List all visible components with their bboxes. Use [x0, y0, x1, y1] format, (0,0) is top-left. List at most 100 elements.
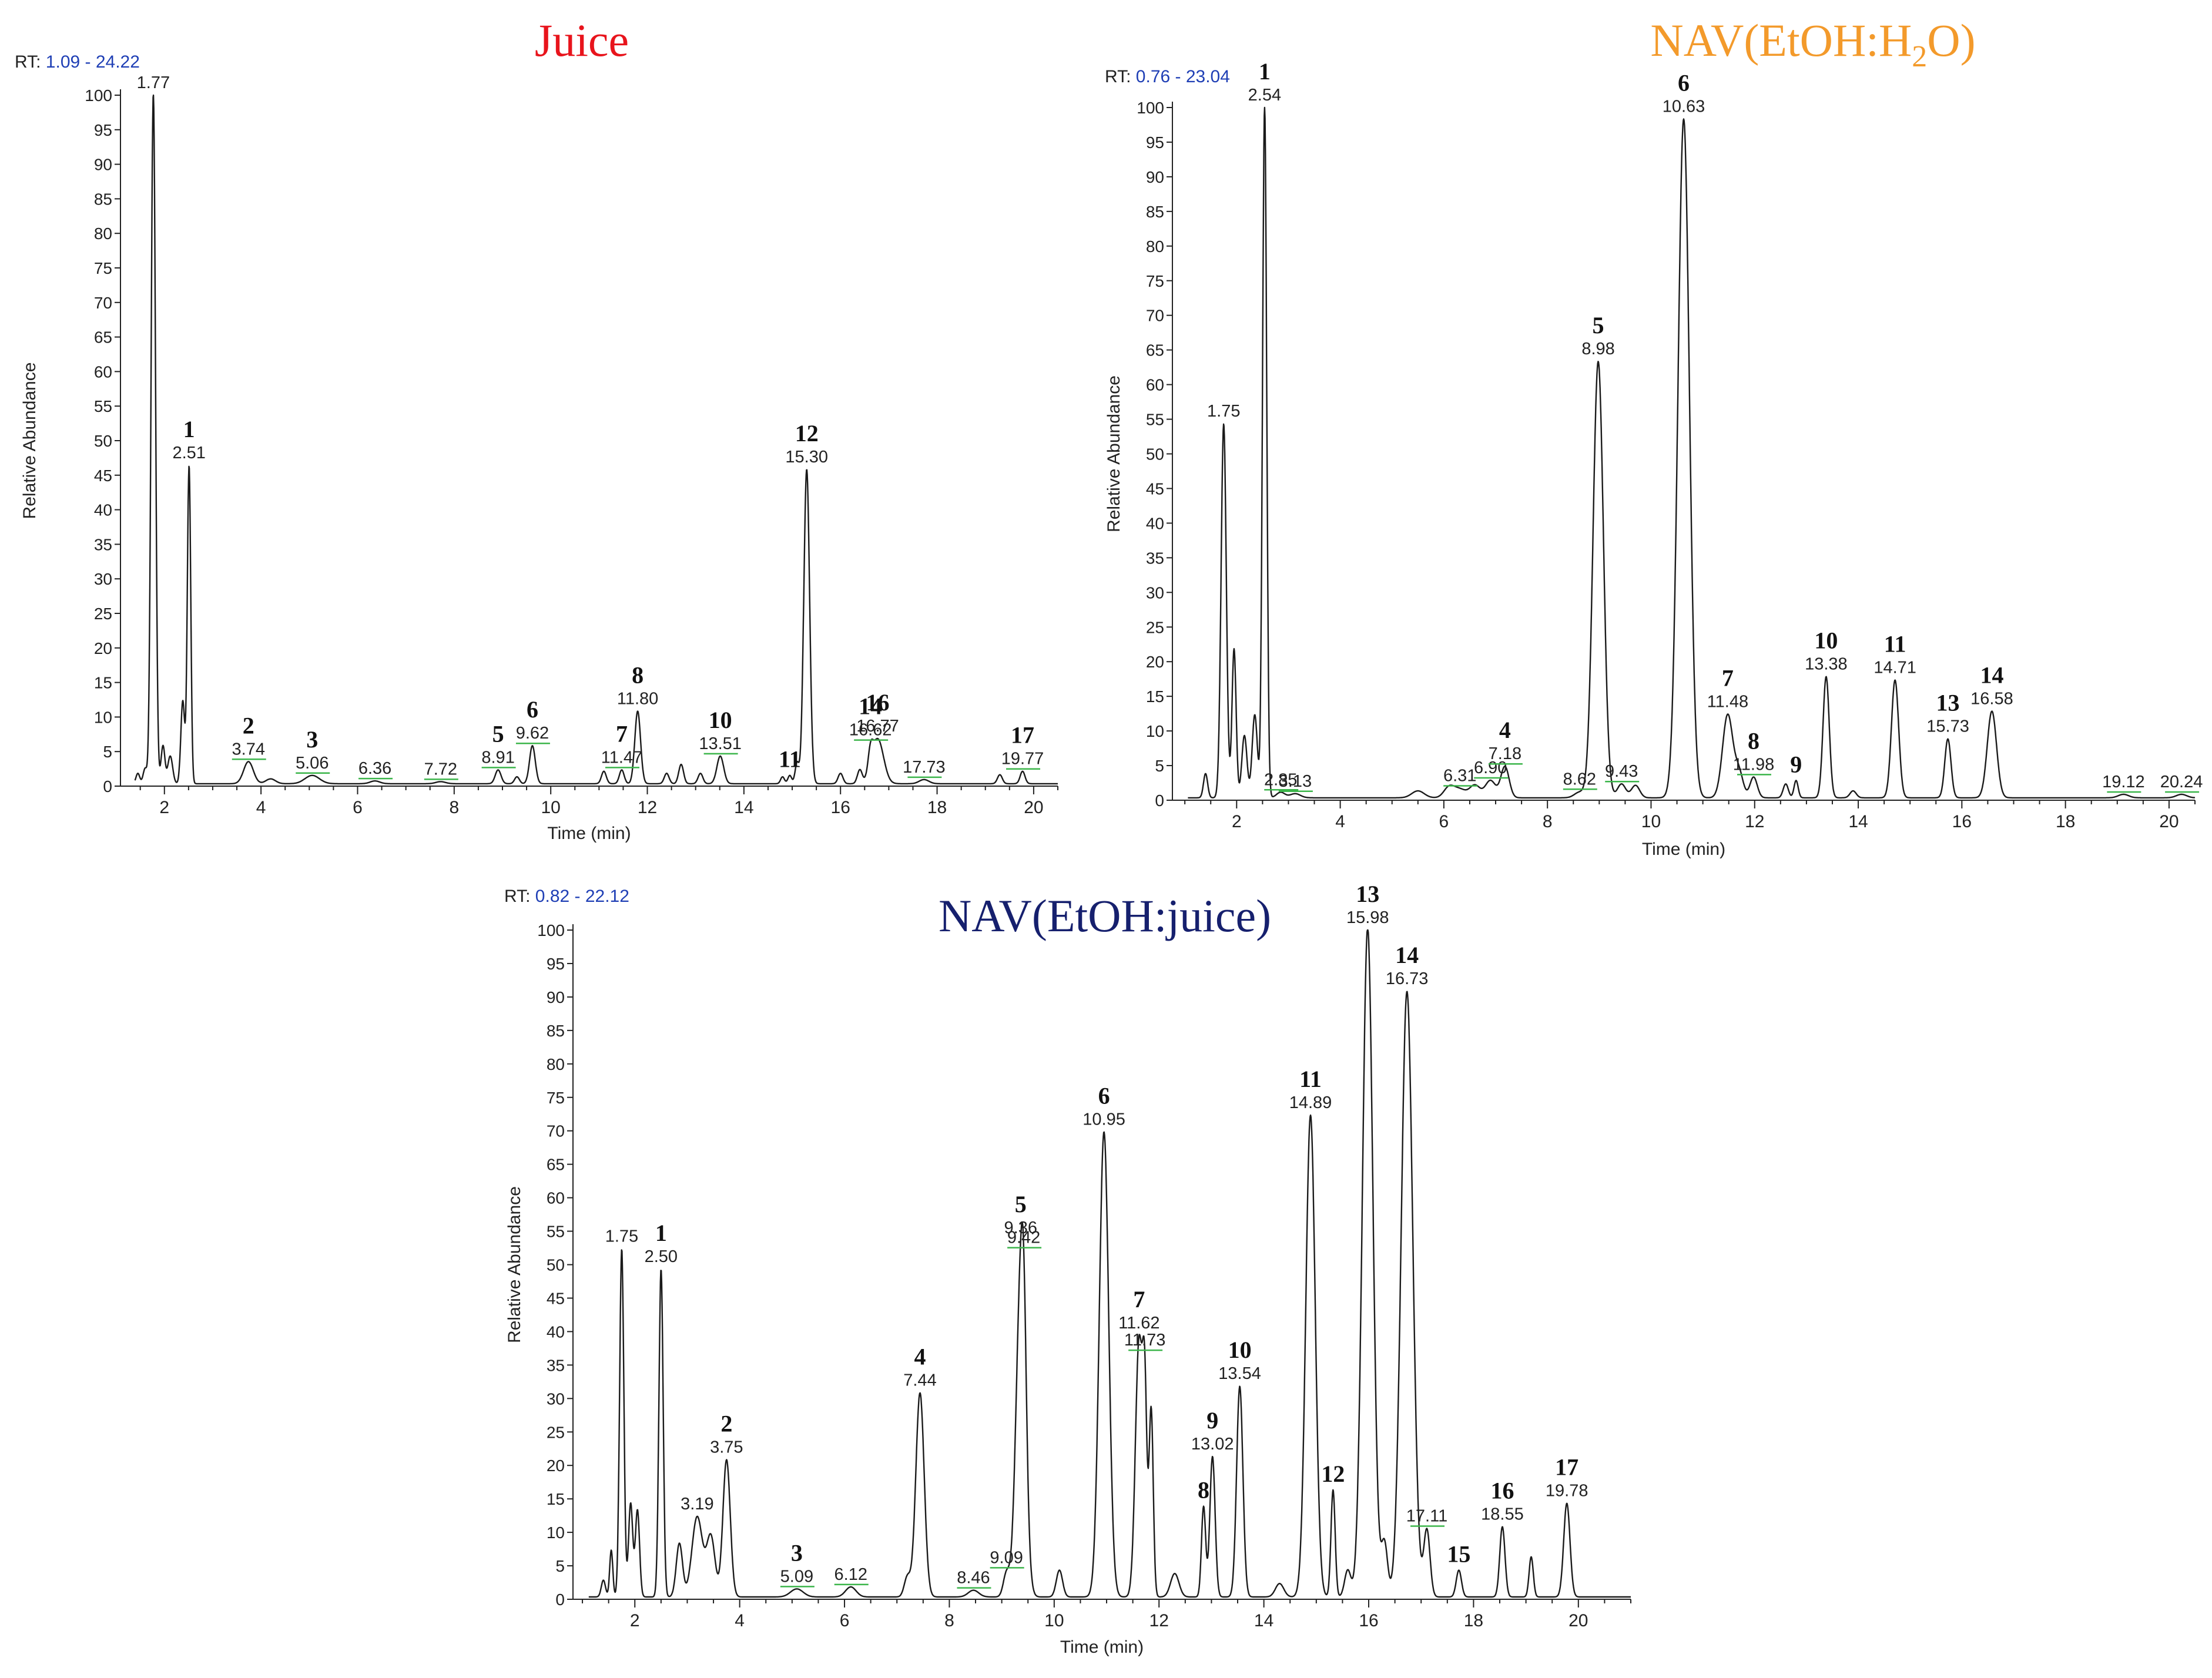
peak-rt-label: 2.54	[1248, 86, 1281, 105]
peak-rt-label: 2.50	[645, 1247, 678, 1266]
peak-number-label: 14	[1980, 662, 2003, 688]
y-tick-label: 75	[547, 1089, 565, 1107]
peak-rt-label: 13.02	[1191, 1435, 1234, 1454]
peak-number-label: 8	[632, 662, 644, 688]
peak-number-label: 10	[709, 707, 732, 733]
y-tick-label: 15	[1146, 687, 1164, 706]
y-tick-label: 25	[1146, 618, 1164, 636]
y-tick-label: 65	[547, 1156, 565, 1174]
y-tick-label: 10	[94, 708, 112, 726]
peak-number-label: 2	[720, 1410, 732, 1437]
y-tick-label: 5	[555, 1557, 565, 1575]
y-tick-label: 80	[1146, 237, 1164, 256]
peak-number-label: 7	[1722, 665, 1734, 691]
x-tick-label: 2	[630, 1611, 640, 1630]
y-tick-label: 85	[94, 190, 112, 208]
x-tick-label: 12	[638, 798, 657, 817]
peak-number-label: 8	[1198, 1477, 1209, 1504]
y-tick-label: 80	[547, 1055, 565, 1073]
y-tick-label: 0	[1155, 791, 1164, 810]
y-tick-label: 65	[1146, 341, 1164, 360]
peak-rt-label: 13.51	[699, 734, 742, 753]
peak-number-label: 17	[1011, 722, 1034, 749]
x-tick-label: 14	[734, 798, 753, 817]
y-tick-label: 60	[547, 1189, 565, 1207]
y-axis-label: Relative Abundance	[1104, 375, 1124, 532]
rt-value: 1.09 - 24.22	[46, 52, 140, 72]
peak-rt-label: 9.42	[1007, 1229, 1040, 1247]
x-tick-label: 16	[831, 798, 850, 817]
x-tick-label: 14	[1848, 812, 1868, 831]
y-tick-label: 50	[1146, 445, 1164, 464]
x-tick-label: 10	[1044, 1611, 1064, 1630]
peak-rt-label: 19.77	[1001, 750, 1044, 768]
peak-rt-label: 6.12	[834, 1565, 867, 1584]
peak-rt-label: 2.85	[1264, 770, 1297, 789]
peak-rt-label: 9.09	[990, 1548, 1023, 1567]
y-tick-label: 15	[547, 1490, 565, 1508]
chart-title: NAV(EtOH:H2O)	[1650, 15, 1975, 73]
peak-rt-label: 9.62	[516, 724, 549, 743]
peak-number-label: 4	[1499, 717, 1511, 743]
x-tick-label: 2	[1232, 812, 1242, 831]
y-tick-label: 70	[1146, 307, 1164, 325]
x-axis-label: Time (min)	[1060, 1637, 1144, 1657]
x-tick-label: 10	[1641, 812, 1661, 831]
chromatogram-trace	[1187, 106, 2196, 799]
peak-rt-label: 3.75	[710, 1438, 743, 1456]
y-tick-label: 10	[547, 1523, 565, 1542]
peak-number-label: 2	[243, 712, 254, 739]
peak-rt-label: 16.58	[1970, 689, 2013, 708]
y-tick-label: 0	[103, 777, 112, 796]
y-tick-label: 40	[547, 1323, 565, 1341]
y-tick-label: 55	[547, 1223, 565, 1241]
rt-value: 0.82 - 22.12	[535, 887, 629, 906]
peak-number-label: 5	[1593, 312, 1604, 338]
x-tick-label: 4	[1335, 812, 1345, 831]
y-tick-label: 35	[547, 1356, 565, 1374]
peak-rt-label: 9.36	[1004, 1219, 1037, 1237]
peak-number-label: 10	[1228, 1337, 1252, 1363]
x-tick-label: 8	[944, 1611, 954, 1630]
y-tick-label: 95	[1146, 133, 1164, 152]
peak-rt-label: 1.77	[137, 73, 170, 92]
peak-rt-label: 9.43	[1605, 762, 1638, 781]
peak-rt-label: 5.06	[296, 754, 329, 773]
peak-rt-label: 6.90	[1474, 759, 1507, 777]
x-tick-label: 20	[1024, 798, 1043, 817]
peak-rt-label: 11.48	[1707, 692, 1748, 711]
y-tick-label: 25	[94, 605, 112, 623]
x-tick-label: 6	[1439, 812, 1449, 831]
peak-number-label: 16	[866, 689, 889, 716]
y-tick-label: 20	[547, 1456, 565, 1475]
y-tick-label: 55	[94, 397, 112, 415]
peak-rt-label: 1.75	[605, 1227, 638, 1246]
peak-number-label: 15	[1447, 1541, 1470, 1567]
y-tick-label: 45	[1146, 479, 1164, 498]
peak-rt-label: 7.44	[903, 1371, 936, 1390]
rt-prefix: RT:	[15, 52, 46, 72]
peak-number-label: 1	[1259, 58, 1271, 85]
chart-nav-etoh-h2o: NAV(EtOH:H2O)RT: 0.76 - 23.0405101520253…	[1104, 15, 2203, 859]
x-tick-label: 6	[353, 798, 363, 817]
peak-number-label: 1	[183, 416, 195, 442]
peak-rt-label: 7.72	[424, 760, 457, 778]
y-tick-label: 65	[94, 328, 112, 347]
peak-rt-label: 11.80	[617, 689, 658, 708]
y-tick-label: 100	[1137, 99, 1164, 117]
peak-number-label: 3	[791, 1539, 803, 1566]
peak-rt-label: 20.24	[2160, 773, 2203, 791]
peak-rt-label: 19.78	[1546, 1482, 1588, 1501]
title-subscript: 2	[1912, 40, 1927, 73]
peak-number-label: 14	[859, 693, 882, 720]
x-tick-label: 16	[1952, 812, 1972, 831]
peak-rt-label: 11.62	[1118, 1314, 1159, 1333]
x-tick-label: 4	[735, 1611, 745, 1630]
peak-rt-label: 8.46	[957, 1569, 990, 1588]
y-tick-label: 15	[94, 674, 112, 692]
chromatogram-trace	[588, 929, 1631, 1598]
y-tick-label: 55	[1146, 411, 1164, 429]
peak-number-label: 14	[1395, 942, 1419, 968]
